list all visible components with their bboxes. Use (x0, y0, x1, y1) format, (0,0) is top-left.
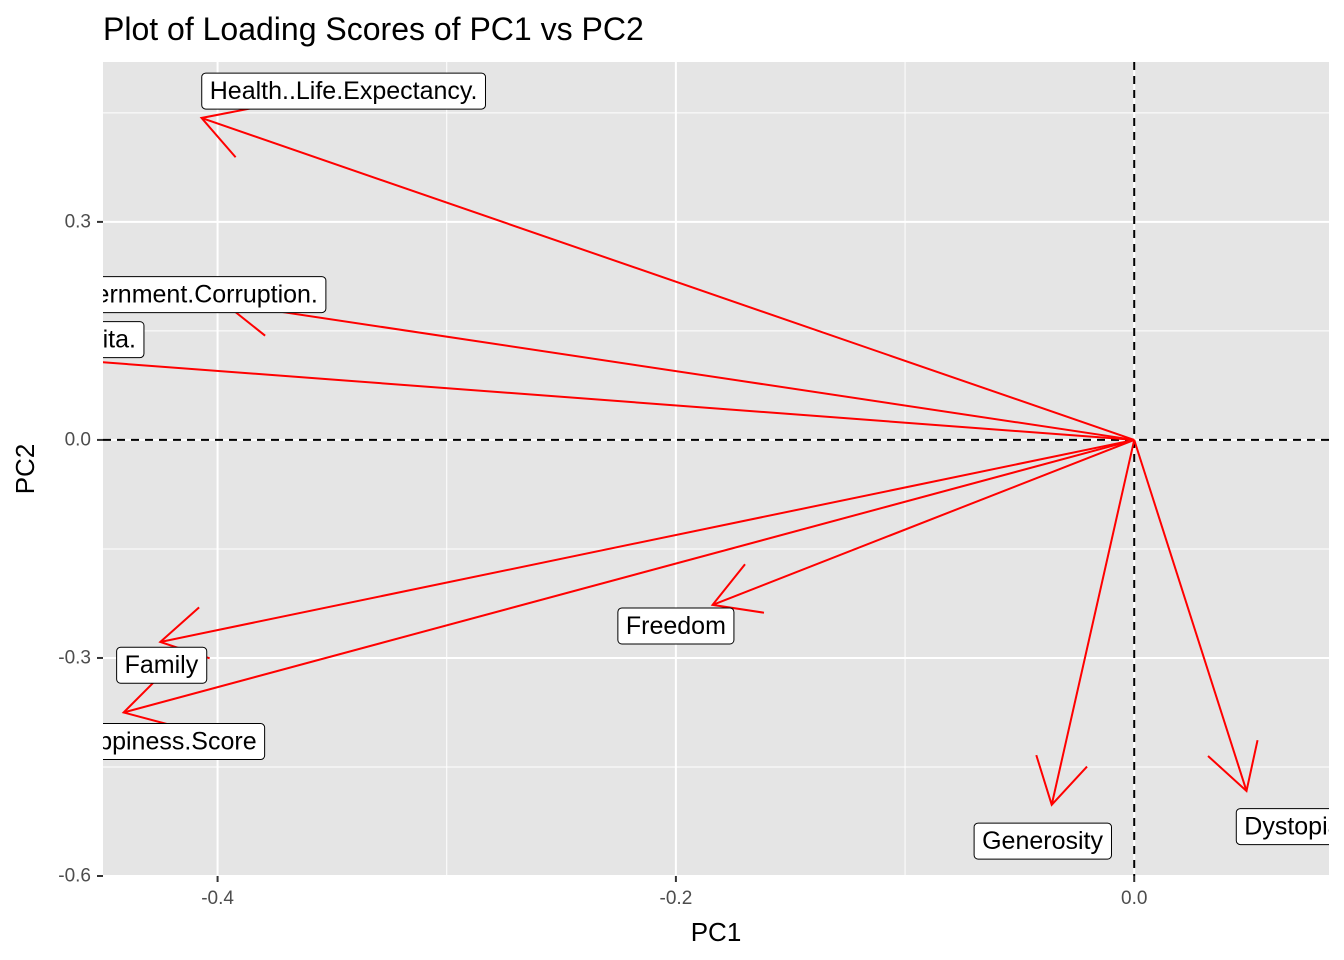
arrow-freedom (710, 438, 1135, 614)
label-box (617, 607, 735, 645)
arrow-head (1035, 754, 1088, 807)
grid-lines (103, 62, 1329, 877)
label-box (103, 276, 327, 314)
y-axis-title: PC2 (10, 444, 40, 495)
label-dystopia-residual: Dystopia.Residual (1235, 808, 1344, 846)
arrow-shaft (224, 302, 1135, 441)
point-labels: Health..Life.Expectancy. Trust..Governmen… (0, 72, 1344, 860)
arrow-head (0, 332, 42, 384)
y-tick-label: -0.6 (58, 866, 91, 887)
arrow-shaft (1133, 439, 1248, 792)
axes: -0.4 -0.2 0.0 -0.6 -0.3 0.0 0.3 (58, 211, 1147, 909)
label-health-life-expectancy: Health..Life.Expectancy. (201, 72, 486, 110)
label-box (103, 723, 266, 761)
label-text: Happiness.Score (66, 728, 256, 756)
x-tick-label: -0.4 (201, 888, 234, 909)
panel-background (103, 62, 1329, 876)
arrow-head (1207, 739, 1259, 793)
label-box (973, 822, 1112, 860)
label-happiness-score: Happiness.Score (66, 723, 266, 761)
arrow-shaft (123, 438, 1135, 714)
label-family: Family (116, 646, 208, 684)
arrow-head (710, 563, 765, 614)
x-tick-label: -0.2 (660, 888, 693, 909)
label-text: Health..Life.Expectancy. (210, 77, 478, 105)
arrow-head (199, 107, 253, 158)
arrow-shaft (1050, 439, 1136, 805)
arrow-generosity (1035, 439, 1136, 807)
arrow-shaft (712, 438, 1135, 606)
arrow-health-life-expectancy (199, 107, 1135, 441)
label-text: Freedom (626, 612, 726, 640)
label-economy-gdp-per-capita: Economy..GDP.per.Capita. (0, 321, 145, 359)
arrow-shaft (201, 117, 1135, 441)
label-text: Trust..Government.Corruption. (0, 281, 318, 309)
label-text: Generosity (982, 827, 1103, 855)
chart-title: Plot of Loading Scores of PC1 vs PC2 (103, 11, 644, 47)
arrow-head (121, 674, 175, 727)
y-tick-label: 0.0 (65, 429, 91, 450)
x-axis-title: PC1 (691, 917, 742, 947)
arrow-happiness-score (121, 438, 1135, 727)
label-box (1235, 808, 1329, 846)
label-box (103, 321, 145, 359)
label-trust-government-corruption: Trust..Government.Corruption. (0, 276, 327, 314)
y-tick-label: 0.3 (65, 211, 91, 232)
label-text: Dystopia.Residual (1244, 813, 1344, 841)
arrow-economy-gdp-per-capita (0, 332, 1135, 441)
label-text: Economy..GDP.per.Capita. (0, 326, 136, 354)
label-generosity: Generosity (973, 822, 1112, 860)
x-tick-label: 0.0 (1121, 888, 1147, 909)
plot-area: Health..Life.Expectancy. Trust..Governmen… (0, 62, 1344, 909)
arrow-shaft (103, 361, 1135, 441)
label-freedom: Freedom (617, 607, 735, 645)
arrows (0, 107, 1259, 807)
arrow-shaft (160, 438, 1135, 643)
y-tick-label: -0.3 (58, 647, 91, 668)
label-text: Family (125, 651, 199, 679)
label-box (116, 646, 208, 684)
arrow-dystopia-residual (1133, 439, 1259, 793)
label-box (201, 72, 486, 110)
